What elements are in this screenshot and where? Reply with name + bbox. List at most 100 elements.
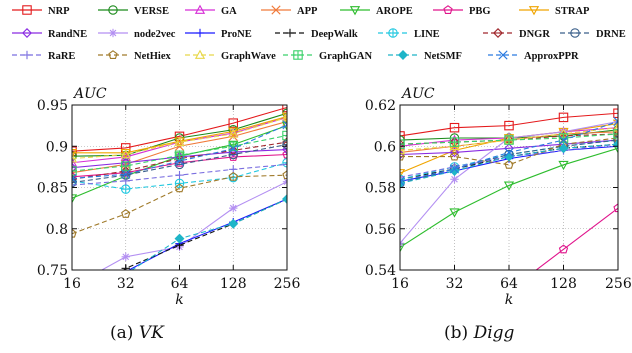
data-point-nethiex — [613, 133, 618, 142]
legend-marker-graphwave — [194, 49, 206, 59]
series-line-strap — [72, 116, 287, 154]
data-point-approxppr — [504, 147, 514, 158]
data-point-randne — [400, 149, 405, 160]
legend-marker-pbg — [443, 5, 453, 14]
series-line-nrp — [400, 112, 618, 137]
data-point-graphwave — [281, 112, 287, 122]
data-point-line — [121, 184, 131, 194]
data-point-pbg — [174, 157, 185, 167]
legend-item-ga: GA — [185, 4, 237, 17]
data-point-nethiex — [449, 151, 460, 161]
data-point-nrp — [558, 112, 569, 123]
legend-marker-arope — [349, 6, 361, 16]
series-line-arope — [400, 147, 618, 248]
series-approxppr — [400, 116, 618, 186]
y-tick-label: 0.8 — [46, 222, 68, 238]
data-point-graphwave — [174, 136, 185, 147]
series-line-drne — [72, 144, 287, 184]
legend-item-arope: AROPE — [340, 6, 413, 17]
y-tick-label: 0.62 — [365, 98, 396, 114]
x-tick-label: 128 — [220, 276, 247, 292]
data-point-nrp — [504, 120, 514, 131]
legend-label-pbg: PBG — [469, 6, 491, 17]
y-axis-label: AUC — [72, 86, 107, 102]
data-point-netsmf — [68, 307, 76, 315]
data-point-arope — [228, 140, 239, 150]
legend-marker-rare — [22, 50, 32, 60]
y-tick-label: 0.58 — [365, 181, 396, 197]
legend-label-drne: DRNE — [596, 29, 626, 40]
legend-marker-randne — [22, 28, 32, 38]
legend-label-graphwave: GraphWave — [221, 51, 276, 62]
x-tick-label: 256 — [605, 276, 632, 292]
data-point-arope — [400, 243, 406, 253]
x-axis-label: k — [505, 292, 513, 308]
caption-index: (b) — [444, 323, 474, 343]
x-tick-label: 32 — [446, 276, 464, 292]
y-axis-label: AUC — [400, 86, 435, 102]
data-point-nethiex — [400, 151, 405, 161]
series-approxppr — [72, 120, 287, 184]
legend-item-nrp: NRP — [12, 5, 70, 17]
data-point-graphgan — [504, 135, 514, 145]
data-point-pbg — [613, 203, 618, 213]
data-point-dngr — [282, 137, 287, 148]
data-point-graphwave — [120, 149, 131, 159]
data-point-arope — [72, 194, 78, 204]
legend-item-netsmf: NetSMF — [388, 50, 462, 62]
data-point-graphwave — [400, 145, 406, 155]
legend-label-netsmf: NetSMF — [424, 51, 462, 62]
series-arope — [400, 144, 618, 253]
legend-label-nrp: NRP — [48, 6, 70, 17]
series-line-nrp — [72, 106, 287, 152]
data-point-arope — [449, 208, 460, 218]
x-tick-label: 16 — [63, 276, 81, 292]
data-point-graphwave — [228, 128, 239, 138]
chart-vk: 0.75 0.8 0.85 0.9 0.95 16 32 64 128 256 AUC k (a) VK — [37, 86, 301, 343]
data-point-approxppr — [174, 156, 185, 166]
data-point-netsmf — [282, 194, 287, 205]
legend-label-app: APP — [297, 6, 318, 17]
data-point-nethiex — [72, 228, 77, 238]
legend-label-dngr: DNGR — [519, 29, 550, 40]
series-line-graphwave — [400, 127, 618, 151]
legend-marker-netsmf — [398, 50, 408, 60]
data-point-rare — [400, 172, 405, 182]
data-point-randne — [449, 147, 460, 158]
data-point-approxppr — [613, 116, 618, 127]
series-line-graphwave — [72, 116, 287, 160]
data-point-pbg — [282, 149, 287, 159]
series-graphwave — [72, 112, 287, 163]
legend-item-pbg: PBG — [433, 5, 491, 17]
legend-item-graphgan: GraphGAN — [283, 50, 373, 62]
data-point-strap — [400, 169, 406, 179]
series-graphgan — [72, 130, 287, 176]
legend-marker-dngr — [493, 28, 503, 38]
data-point-node2vec — [121, 252, 130, 261]
legend-item-verse: VERSE — [98, 5, 169, 17]
data-point-rare — [121, 176, 130, 186]
series-pbg — [535, 203, 618, 270]
data-point-approxppr — [400, 176, 405, 186]
series-line-approxppr — [72, 124, 287, 179]
legend-label-rare: RaRE — [48, 51, 75, 62]
legend-marker-nrp — [22, 5, 32, 15]
data-point-nethiex — [282, 170, 287, 180]
y-tick-label: 0.6 — [374, 139, 396, 155]
data-point-approxppr — [228, 144, 238, 154]
series-line-nethiex — [72, 174, 287, 235]
series-nrp — [400, 108, 618, 141]
data-point-nethiex — [228, 171, 238, 181]
y-tick-label: 0.56 — [365, 222, 396, 238]
data-point-arope — [612, 144, 618, 154]
y-tick-label: 0.85 — [37, 181, 68, 197]
legend-item-line: LINE — [378, 28, 440, 40]
legend-label-strap: STRAP — [555, 6, 590, 17]
data-point-graphgan — [449, 137, 460, 147]
x-tick-label: 64 — [171, 276, 189, 292]
legend-label-graphgan: GraphGAN — [319, 51, 373, 62]
data-point-graphgan — [400, 139, 405, 149]
legend-item-node2vec: node2vec — [98, 28, 176, 40]
legend-item-nethiex: NetHiex — [98, 50, 171, 62]
legend: NRP VERSE GA APP AROPE PBG STRAP RandNE node2vec… — [12, 4, 626, 62]
